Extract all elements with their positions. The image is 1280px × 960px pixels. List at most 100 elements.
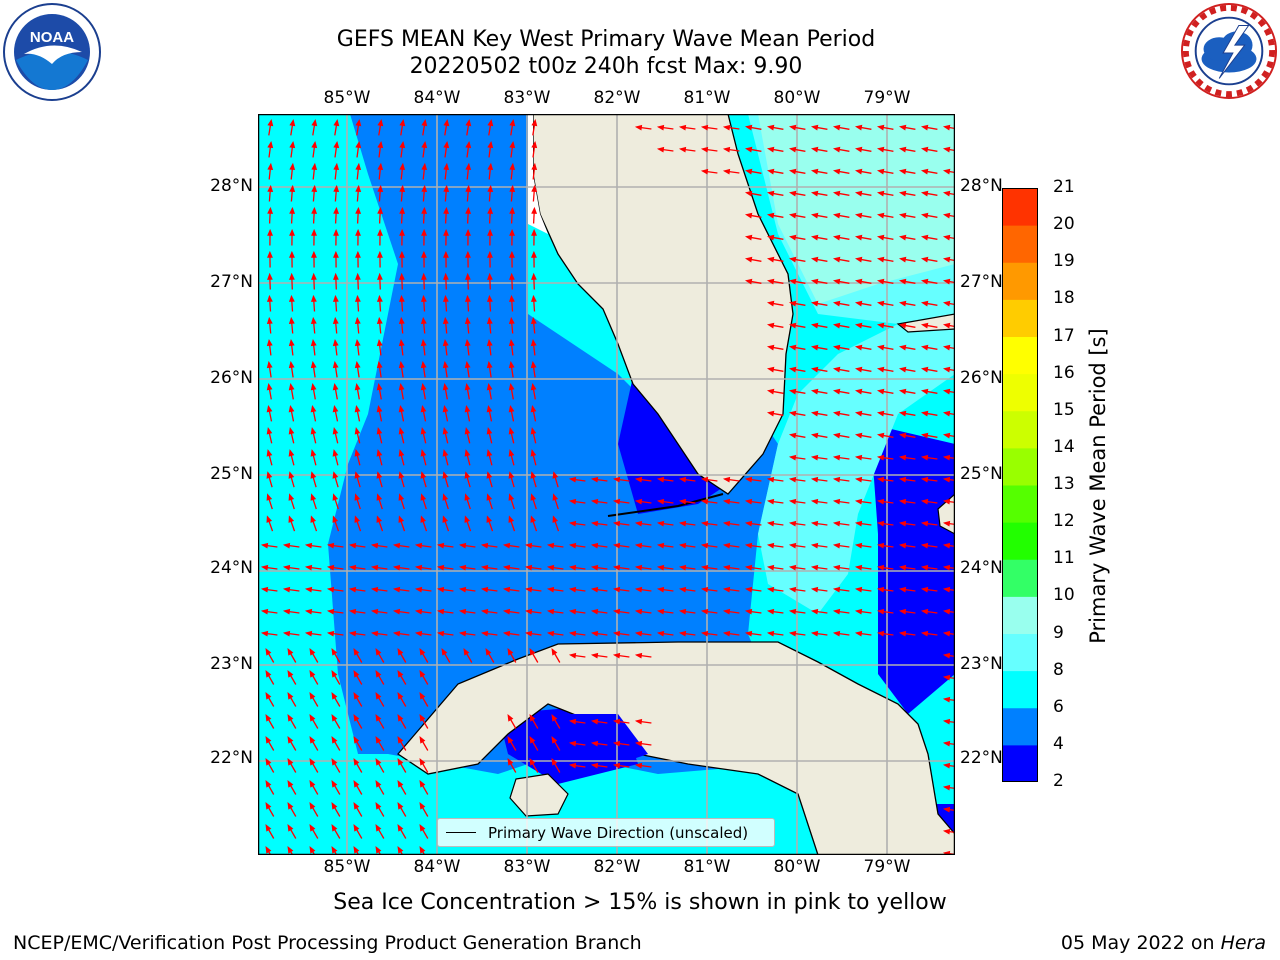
wave-arrow-head	[265, 758, 272, 766]
wave-arrow-head	[876, 168, 885, 175]
wave-arrow-head	[854, 432, 863, 439]
wave-arrow-head	[486, 316, 493, 325]
wave-arrow-head	[376, 449, 383, 457]
wave-arrow-head	[529, 714, 536, 722]
wave-arrow-head	[744, 586, 753, 593]
wave-arrow-head	[942, 762, 951, 769]
wave-arrow-head	[634, 476, 643, 483]
wave-arrow-head	[942, 366, 951, 373]
wave-arrow-head	[766, 586, 775, 593]
wave-arrow-head	[634, 564, 643, 571]
wave-arrow-head	[832, 608, 841, 615]
wave-arrow-head	[310, 316, 317, 325]
wave-arrow-head	[502, 608, 511, 615]
wave-arrow-head	[612, 586, 621, 593]
wave-arrow-head	[524, 586, 533, 593]
wave-arrow-head	[265, 692, 272, 700]
wave-arrow-head	[508, 338, 515, 347]
wave-arrow-head	[332, 471, 339, 479]
wave-arrow-head	[310, 515, 317, 523]
wave-arrow-head	[700, 520, 709, 527]
wave-arrow-head	[612, 762, 621, 769]
wave-arrow-head	[942, 608, 951, 615]
wave-arrow-head	[421, 184, 428, 193]
wave-arrow-head	[766, 190, 775, 197]
wave-arrow-head	[898, 146, 907, 153]
wave-arrow-head	[311, 118, 318, 127]
wave-arrow-head	[486, 382, 493, 391]
wave-arrow-head	[722, 564, 731, 571]
wave-arrow-head	[333, 228, 339, 236]
wave-arrow-head	[465, 206, 472, 214]
wave-arrow-head	[590, 476, 599, 483]
wave-arrow-head	[487, 228, 493, 236]
wave-arrow-head	[508, 515, 515, 523]
wave-arrow-head	[266, 338, 273, 347]
wave-arrow-head	[920, 300, 929, 307]
wave-arrow-head	[788, 344, 797, 351]
wave-arrow-head	[876, 410, 885, 417]
wave-arrow-head	[788, 212, 797, 219]
wave-arrow-head	[551, 736, 558, 744]
wave-arrow-head	[810, 410, 819, 417]
wave-arrow-head	[419, 824, 426, 832]
wave-arrow-head	[465, 162, 472, 171]
wave-arrow-head	[414, 630, 423, 637]
wave-arrow-head	[399, 272, 405, 280]
wave-arrow-head	[876, 564, 885, 571]
wave-arrow-head	[507, 648, 514, 656]
wave-arrow-head	[766, 410, 775, 417]
wave-arrow-head	[287, 670, 294, 678]
wave-arrow-head	[531, 118, 538, 127]
wave-arrow-head	[509, 140, 516, 149]
wave-arrow-head	[331, 692, 338, 700]
wave-arrow-head	[876, 212, 885, 219]
wave-arrow-head	[265, 648, 272, 656]
wave-arrow-head	[282, 564, 291, 571]
wave-arrow-head	[465, 118, 472, 127]
colorbar-tick-label: 9	[1053, 622, 1064, 643]
wave-arrow-head	[788, 168, 797, 175]
wave-arrow-head	[568, 520, 577, 527]
wave-arrow-head	[309, 824, 316, 832]
wave-arrow-head	[942, 652, 951, 659]
wave-arrow-head	[465, 272, 471, 280]
wave-arrow-head	[568, 740, 577, 747]
wave-arrow-head	[832, 388, 841, 395]
wave-arrow-head	[766, 234, 775, 241]
wave-arrow-head	[788, 256, 797, 263]
wave-arrow-head	[612, 608, 621, 615]
wave-arrow-head	[920, 366, 929, 373]
wave-arrow-head	[502, 630, 511, 637]
wave-arrow-head	[634, 498, 643, 505]
wave-arrow-head	[354, 515, 361, 523]
wave-arrow-head	[766, 564, 775, 571]
wave-arrow-head	[590, 740, 599, 747]
wave-arrow-head	[810, 234, 819, 241]
wave-arrow-head	[414, 608, 423, 615]
wave-arrow-head	[920, 256, 929, 263]
wave-arrow-head	[634, 608, 643, 615]
wave-arrow-head	[397, 736, 404, 744]
wave-arrow-head	[876, 608, 885, 615]
wave-arrow-head	[568, 498, 577, 505]
wave-arrow-head	[260, 608, 269, 615]
colorbar-tick-label: 21	[1053, 177, 1075, 197]
colorbar-tick-label: 4	[1053, 733, 1064, 754]
colorbar-cell	[1002, 522, 1038, 560]
wave-arrow-head	[854, 476, 863, 483]
wave-arrow-head	[509, 184, 516, 193]
wave-arrow-head	[810, 586, 819, 593]
wave-arrow-head	[744, 168, 753, 175]
wave-arrow-head	[810, 190, 819, 197]
wave-arrow-head	[788, 366, 797, 373]
wave-arrow-head	[876, 124, 885, 131]
wave-arrow-head	[310, 471, 317, 479]
wave-arrow-head	[920, 454, 929, 461]
wave-arrow-head	[656, 564, 665, 571]
wave-arrow-head	[810, 564, 819, 571]
wave-arrow-head	[310, 449, 317, 457]
wave-arrow-head	[832, 256, 841, 263]
wave-arrow-head	[442, 427, 449, 435]
wave-arrow-head	[420, 471, 427, 479]
